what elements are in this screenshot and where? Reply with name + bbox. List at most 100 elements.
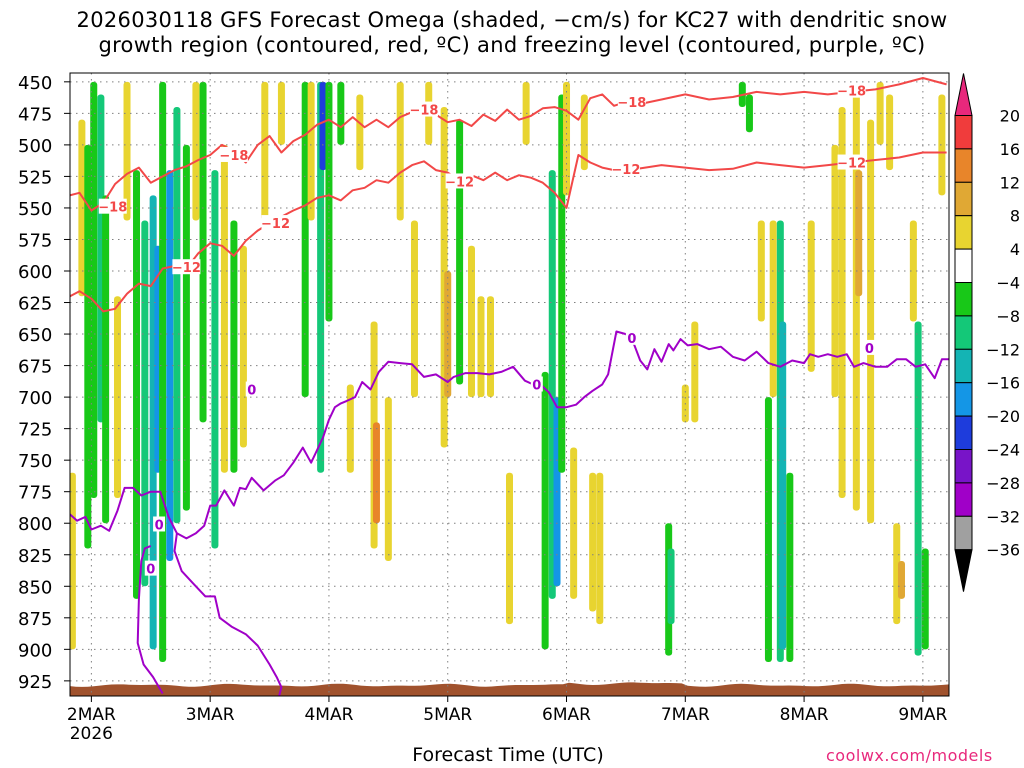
y-axis: 450 475 500 525 550 575 600 625 650 675 700 725 750 7…	[18, 73, 70, 693]
grid-lines	[70, 73, 949, 696]
colorbar-label: −16	[986, 374, 1020, 393]
colorbar-segment	[954, 449, 973, 484]
omega-cell	[410, 220, 418, 398]
omega-cell	[477, 296, 485, 398]
colorbar-segment	[954, 181, 973, 217]
contour-label-bg	[261, 215, 290, 231]
x-tick-label: 2MAR	[67, 705, 116, 725]
colorbar-label: −24	[986, 441, 1020, 460]
omega-cell	[541, 371, 549, 650]
omega-cell	[384, 397, 392, 562]
colorbar-segment	[954, 515, 973, 551]
omega-cell	[779, 321, 787, 650]
y-tick-label: 825	[18, 546, 52, 567]
credit-link[interactable]: coolwx.com/models	[826, 746, 993, 765]
omega-cell	[307, 81, 315, 221]
contour-label: −18	[409, 104, 438, 119]
freezing-level-contour-line	[70, 330, 949, 540]
contour-label: −12	[445, 175, 474, 190]
colorbar-label: −12	[986, 340, 1020, 359]
omega-cell	[909, 220, 917, 322]
colorbar-segment	[954, 148, 973, 183]
omega-cell	[159, 81, 167, 662]
omega-cell	[356, 94, 364, 171]
colorbar-label: 12	[1000, 173, 1020, 192]
y-tick-label: 850	[18, 577, 52, 598]
y-tick-label: 725	[18, 420, 52, 441]
omega-cell	[372, 422, 380, 524]
contour-label: 0	[146, 563, 155, 578]
colorbar-legend: 20 16 12 8 4 −4 −8 −12 −16 −20 −24 −28 −32 −36	[954, 73, 1020, 592]
contour-label-bg	[245, 381, 258, 397]
omega-cell	[769, 220, 777, 398]
x-tick-label: 7MAR	[661, 705, 710, 725]
colorbar-top-arrow	[954, 73, 973, 116]
omega-cell	[589, 472, 597, 612]
y-tick-label: 925	[18, 672, 52, 693]
x-tick-label: 9MAR	[898, 705, 947, 725]
omega-cell	[317, 81, 325, 473]
contour-label: −12	[611, 163, 640, 178]
omega-cell	[893, 523, 901, 625]
omega-cell	[239, 245, 247, 448]
x-axis-title: Forecast Time (UTC)	[412, 744, 604, 766]
y-tick-label: 500	[18, 136, 52, 157]
contour-labels: −18 −18 −18 −18 −18 −12 −12 −12 −12 −12 0 0 0 0 0 0	[98, 82, 876, 578]
contour-label-bg	[144, 560, 157, 576]
y-tick-label: 525	[18, 167, 52, 188]
y-tick-label: 575	[18, 230, 52, 251]
omega-cell	[596, 472, 604, 625]
omega-cell	[563, 81, 571, 196]
colorbar-segment	[954, 215, 973, 250]
omega-cell	[230, 220, 238, 473]
contour-label: 0	[865, 342, 874, 357]
chart-title-line-1: 2026030118 GFS Forecast Omega (shaded, −…	[76, 8, 948, 32]
omega-cell	[807, 220, 815, 372]
x-tick-label: 6MAR	[542, 705, 591, 725]
colorbar-segment	[954, 348, 973, 384]
contour-label-bg	[837, 154, 866, 170]
omega-cell	[90, 81, 98, 499]
y-tick-label: 625	[18, 294, 52, 315]
colorbar-segment	[954, 282, 973, 317]
contour-label: 0	[532, 379, 541, 394]
omega-cell	[838, 107, 846, 499]
colorbar-label: 20	[1000, 107, 1020, 126]
y-tick-label: 450	[18, 73, 52, 94]
colorbar-segment	[954, 415, 973, 451]
contour-label-bg	[445, 173, 474, 189]
omega-cell	[123, 81, 131, 221]
contour-label: −18	[617, 96, 646, 111]
omega-cell	[506, 472, 513, 625]
omega-cell	[886, 94, 894, 171]
colorbar-label: −8	[996, 307, 1020, 326]
omega-cell	[897, 561, 905, 599]
contour-label: 0	[627, 332, 636, 347]
plot-border	[69, 72, 950, 697]
y-tick-label: 675	[18, 357, 52, 378]
y-tick-label: 475	[18, 104, 52, 125]
contour-label: −18	[219, 149, 248, 164]
omega-cell	[921, 548, 929, 650]
contour-label-bg	[409, 101, 438, 117]
omega-cell	[914, 321, 922, 656]
contour-label-bg	[219, 146, 248, 162]
omega-cell	[456, 119, 464, 385]
year-label: 2026	[70, 724, 113, 744]
omega-cell	[182, 144, 190, 511]
x-tick-label: 5MAR	[423, 705, 472, 725]
omega-cell	[133, 170, 141, 599]
colorbar-segment	[954, 248, 973, 284]
plot-frame	[69, 72, 950, 697]
omega-cell	[261, 81, 269, 221]
colorbar-segment	[954, 382, 973, 417]
y-tick-label: 875	[18, 609, 52, 630]
contour-label: −12	[261, 217, 290, 232]
y-tick-label: 700	[18, 388, 52, 409]
colorbar-label: 16	[1000, 140, 1020, 159]
colorbar-label: 4	[1010, 240, 1020, 259]
freezing-level-contour-line	[173, 533, 283, 696]
omega-cell	[867, 119, 875, 524]
colorbar-label: −28	[986, 474, 1020, 493]
